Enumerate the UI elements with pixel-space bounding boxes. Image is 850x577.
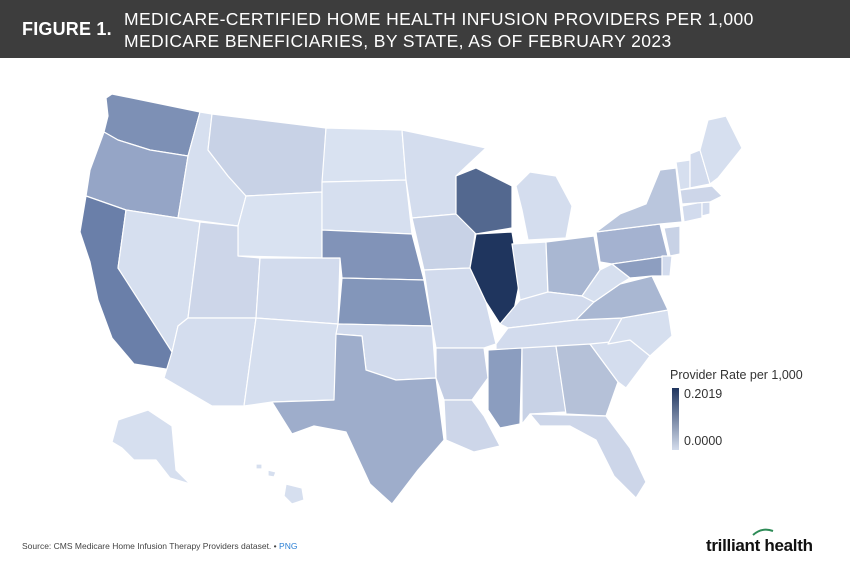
state-hawaii-islet-1: Hawaii xyxy=(255,463,263,470)
state-wyoming[interactable]: Wyoming xyxy=(237,191,323,259)
state-florida[interactable]: Florida xyxy=(529,413,647,499)
state-maine[interactable]: Maine xyxy=(699,115,743,185)
state-arizona[interactable]: Arizona xyxy=(163,317,257,407)
source-text: Source: CMS Medicare Home Infusion Thera… xyxy=(22,541,272,551)
state-louisiana[interactable]: Louisiana xyxy=(443,399,501,453)
state-michigan[interactable]: Michigan xyxy=(515,171,573,241)
state-mississippi[interactable]: Mississippi xyxy=(487,347,523,429)
state-hawaii[interactable]: Hawaii xyxy=(283,483,305,505)
state-georgia[interactable]: Georgia xyxy=(555,343,619,417)
source-footer: Source: CMS Medicare Home Infusion Thera… xyxy=(22,541,297,551)
state-delaware[interactable]: Delaware xyxy=(661,255,673,277)
state-alabama[interactable]: Alabama xyxy=(521,345,567,425)
trilliant-health-logo: trilliant health xyxy=(706,536,813,555)
figure-label: FIGURE 1. xyxy=(22,19,112,39)
state-alaska[interactable]: Alaska xyxy=(111,409,191,485)
legend-max-value: 0.2019 xyxy=(684,387,723,401)
png-link[interactable]: PNG xyxy=(279,541,298,551)
legend-title: Provider Rate per 1,000 xyxy=(670,368,803,382)
state-massachusetts[interactable]: Massachusetts xyxy=(679,185,723,205)
legend-min-value: 0.0000 xyxy=(684,434,723,448)
state-texas[interactable]: Texas xyxy=(271,333,445,505)
separator-dot: • xyxy=(273,541,277,551)
state-hawaii-islet-2: Hawaii xyxy=(267,469,277,478)
us-choropleth-map: Washington Oregon California Idaho Nevad… xyxy=(79,93,743,505)
state-new-mexico[interactable]: New Mexico xyxy=(243,317,339,407)
figure-header: FIGURE 1. MEDICARE-CERTIFIED HOME HEALTH… xyxy=(0,0,850,58)
state-north-dakota[interactable]: North Dakota xyxy=(321,127,407,183)
state-new-jersey[interactable]: New Jersey xyxy=(663,225,681,257)
state-kansas[interactable]: Kansas xyxy=(337,277,433,327)
state-south-dakota[interactable]: South Dakota xyxy=(321,179,413,235)
state-wisconsin[interactable]: Wisconsin xyxy=(455,167,513,235)
state-rhode-island[interactable]: Rhode Island xyxy=(701,201,711,217)
state-maryland[interactable]: Maryland xyxy=(611,255,669,279)
brand-swoosh-icon xyxy=(752,528,774,536)
state-connecticut[interactable]: Connecticut xyxy=(681,201,703,223)
state-new-york[interactable]: New York xyxy=(595,167,683,233)
legend-gradient-bar xyxy=(672,388,679,450)
figure-title: MEDICARE-CERTIFIED HOME HEALTH INFUSION … xyxy=(124,9,754,51)
state-colorado[interactable]: Colorado xyxy=(255,257,341,325)
state-arkansas[interactable]: Arkansas xyxy=(435,347,489,401)
color-legend: Provider Rate per 1,000 0.2019 0.0000 xyxy=(670,368,803,450)
